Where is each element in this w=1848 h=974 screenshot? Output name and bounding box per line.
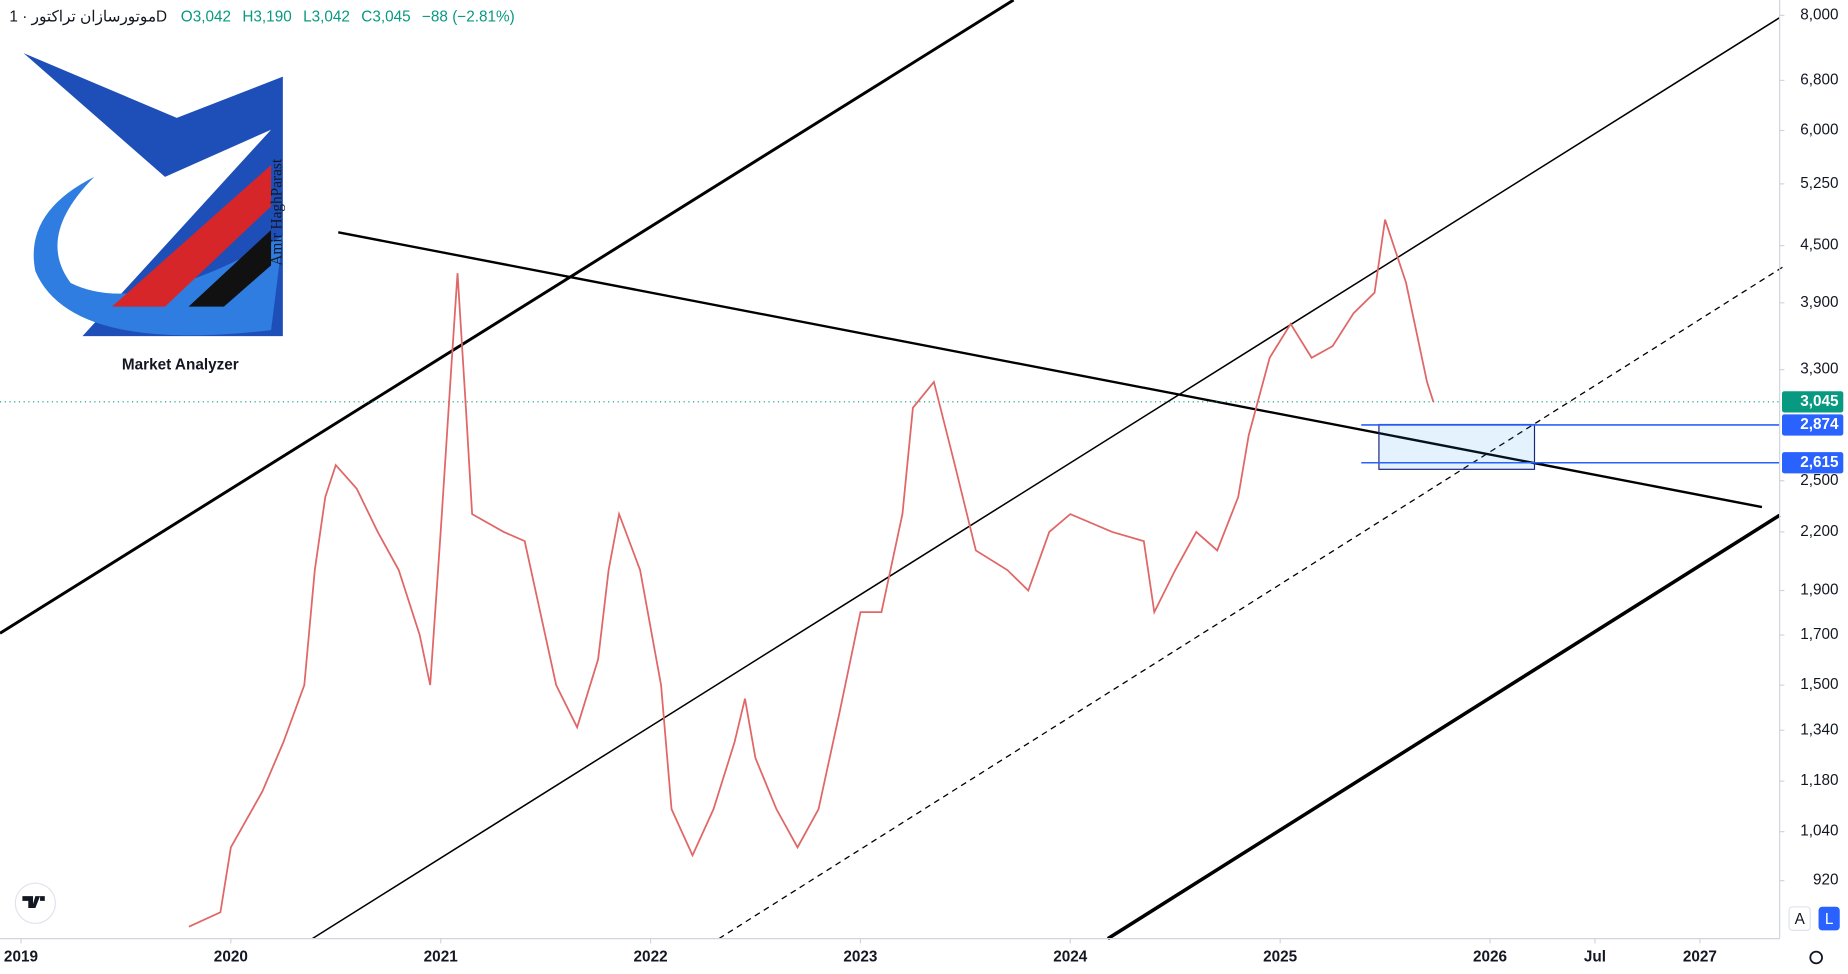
ohlc-value: 3,042 [193, 9, 231, 26]
x-tick-label: 2027 [1683, 949, 1717, 966]
ohlc-key: H [242, 9, 253, 26]
y-tick-label: 8,000 [1800, 6, 1838, 23]
price-label: 2,874 [1800, 416, 1839, 433]
x-tick-label: 2024 [1053, 949, 1088, 966]
tv-logo[interactable] [14, 882, 56, 924]
x-tick-label: Jul [1584, 949, 1606, 966]
y-tick-label: 5,250 [1800, 175, 1838, 192]
price-line [188, 219, 1435, 928]
button[interactable] [1818, 906, 1840, 931]
ohlc-key: O [181, 9, 193, 26]
price-label-bg [1782, 452, 1844, 474]
button-label: A [1795, 911, 1806, 928]
price-label: 2,615 [1800, 454, 1839, 471]
y-tick-label: 1,040 [1800, 823, 1838, 840]
trendline [0, 0, 1015, 635]
y-tick-label: 4,500 [1800, 237, 1838, 254]
y-tick-label: 1,900 [1800, 582, 1838, 599]
logo-stripe [188, 229, 272, 307]
y-tick-label: 6,800 [1800, 71, 1838, 88]
x-tick-label: 2023 [843, 949, 877, 966]
y-tick-label: 3,300 [1800, 361, 1838, 378]
y-tick-label: 1,340 [1800, 721, 1838, 738]
symbol-title: موتورسازان تراکتور · 1D [9, 9, 167, 26]
trendline [311, 17, 1781, 940]
button-label: L [1825, 911, 1834, 928]
trendline [718, 264, 1786, 940]
y-tick-label: 3,900 [1800, 294, 1838, 311]
logo-author: Amir HaghParast [269, 158, 286, 266]
ohlc-key: C [361, 9, 372, 26]
axes: 2019 2020 2021 2022 2023 2024 2025 2026 Jul 2027 9… [4, 6, 1839, 965]
zone-box [1378, 423, 1536, 470]
settings-icon[interactable] [1809, 950, 1823, 965]
trendline [338, 231, 1763, 509]
price-label-bg [1782, 391, 1844, 413]
logo-shape [23, 53, 283, 337]
drawings [0, 0, 1786, 941]
y-tick-label: 2,500 [1800, 472, 1838, 489]
ohlc-value: 3,045 [372, 9, 410, 26]
y-tick-label: 2,200 [1800, 523, 1838, 540]
y-tick-label: 1,500 [1800, 676, 1838, 693]
logo-stripe [111, 165, 272, 307]
tv-logo-icon [22, 896, 45, 908]
ohlc-value: 3,042 [312, 9, 350, 26]
button[interactable] [1788, 906, 1811, 931]
price-label: 3,045 [1800, 393, 1839, 410]
y-tick-label: 1,700 [1800, 626, 1838, 643]
logo: Amir HaghParast Market Analyzer [23, 53, 286, 374]
ohlc-key: L [303, 9, 312, 26]
change: −88 (−2.81%) [422, 9, 515, 26]
x-tick-label: 2025 [1263, 949, 1298, 966]
price-label-bg [1782, 414, 1844, 436]
logo-name: Market Analyzer [122, 357, 239, 374]
x-tick-label: 2026 [1473, 949, 1507, 966]
series [188, 219, 1435, 928]
ohlc-value: 3,190 [253, 9, 291, 26]
y-tick-label: 920 [1813, 872, 1839, 889]
x-tick-label: 2021 [424, 949, 459, 966]
price-lines: 3,045 2,874 2,615 [0, 391, 1844, 474]
y-tick-label: 1,180 [1800, 772, 1838, 789]
x-tick-label: 2019 [4, 949, 38, 966]
y-tick-label: 6,000 [1800, 122, 1838, 139]
header: موتورسازان تراکتور · 1D O3,042 H3,190 L3… [9, 9, 514, 26]
x-tick-label: 2020 [214, 949, 248, 966]
x-tick-label: 2022 [634, 949, 668, 966]
trendline [1106, 513, 1781, 941]
